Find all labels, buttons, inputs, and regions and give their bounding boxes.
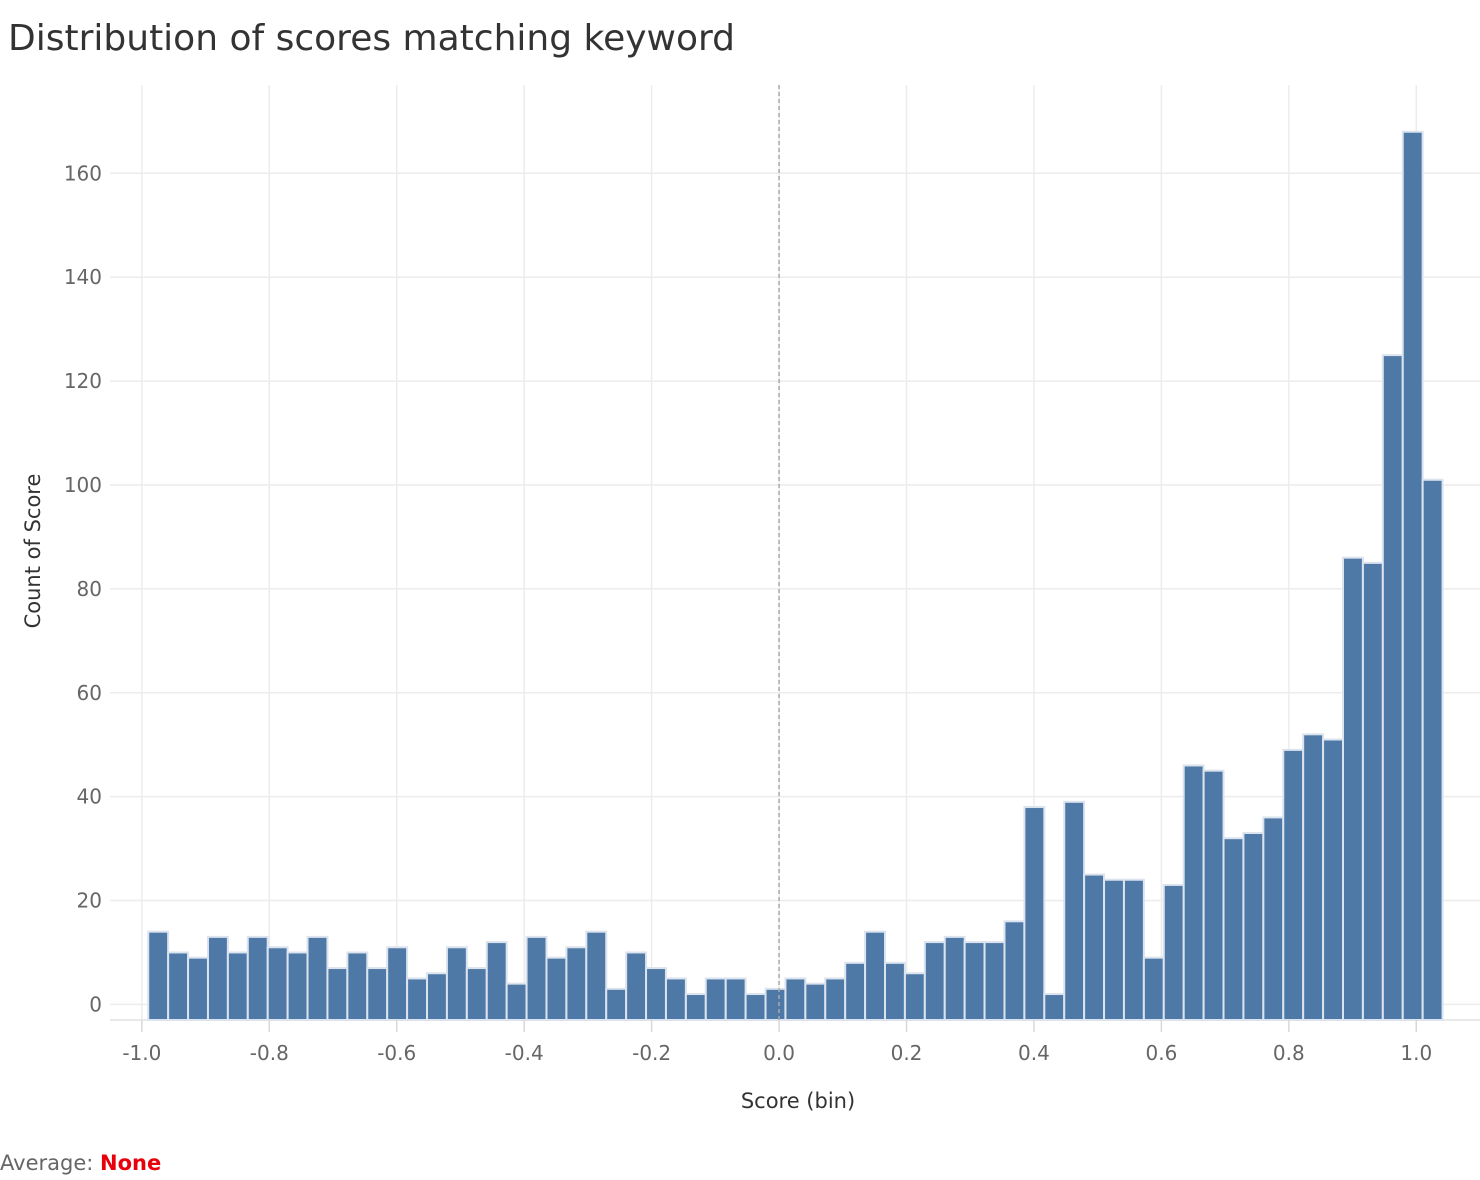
y-tick-label: 0	[89, 992, 102, 1016]
histogram-bar	[465, 967, 488, 1021]
histogram-bar	[903, 972, 926, 1021]
histogram-bar	[1262, 816, 1285, 1022]
histogram-bar	[386, 946, 409, 1021]
y-axis-ticks: 0 20 40 60 80 100 120 140 160	[64, 161, 102, 1016]
histogram-bar	[167, 951, 190, 1022]
histogram-bar	[605, 987, 628, 1021]
histogram-bar	[744, 993, 767, 1021]
histogram-bar	[664, 977, 687, 1022]
histogram-bar	[206, 935, 229, 1022]
histogram-bar	[1003, 920, 1026, 1021]
y-tick-label: 100	[64, 473, 102, 497]
histogram-bar	[226, 951, 249, 1022]
histogram-bar	[545, 956, 568, 1022]
histogram-bar	[426, 972, 448, 1021]
histogram-bar	[684, 993, 707, 1021]
histogram-bar	[943, 935, 966, 1022]
histogram-bar	[1083, 873, 1106, 1021]
histogram-bar	[963, 941, 986, 1021]
x-tick-label: -0.4	[505, 1041, 544, 1065]
y-tick-label: 40	[77, 785, 102, 809]
histogram-bar	[724, 977, 747, 1022]
histogram-bar	[406, 977, 429, 1022]
histogram-bar	[1202, 769, 1225, 1022]
histogram-bar	[824, 977, 847, 1022]
histogram-bar	[326, 967, 349, 1021]
histogram-bar	[147, 930, 170, 1022]
x-tick-label: 0.0	[763, 1041, 795, 1065]
histogram-bar	[346, 951, 369, 1022]
y-tick-label: 60	[77, 681, 102, 705]
histogram-bar	[844, 961, 867, 1021]
average-label: Average:	[0, 1151, 100, 1175]
histogram-bar	[923, 941, 946, 1021]
histogram-bar	[1023, 806, 1046, 1021]
y-tick-label: 20	[77, 889, 102, 913]
histogram-bar	[704, 977, 727, 1022]
histogram-bar	[1381, 354, 1404, 1022]
histogram-bar	[565, 946, 588, 1021]
x-tick-label: 0.2	[891, 1041, 923, 1065]
average-summary: Average: None	[0, 1151, 161, 1175]
y-tick-label: 80	[77, 577, 102, 601]
x-axis-ticks: -1.0 -0.8 -0.6 -0.4 -0.2 0.0 0.2 0.4 0.6 0.8 1.0	[122, 1020, 1432, 1065]
histogram-bar	[266, 946, 289, 1021]
histogram-bar	[1361, 561, 1384, 1022]
y-tick-label: 120	[64, 369, 102, 393]
histogram-bar	[983, 941, 1006, 1021]
histogram-bar	[585, 930, 608, 1022]
histogram-bar	[645, 967, 667, 1021]
average-value: None	[100, 1151, 162, 1175]
histogram-chart: -1.0 -0.8 -0.6 -0.4 -0.2 0.0 0.2 0.4 0.6 0.8 1.0 0…	[21, 85, 1480, 1113]
histogram-bar	[1242, 832, 1265, 1021]
histogram-bar	[1302, 733, 1325, 1021]
histogram-bar	[884, 961, 906, 1021]
histogram-bar	[485, 941, 508, 1021]
histogram-bar	[505, 982, 528, 1022]
histogram-bar	[306, 935, 329, 1022]
x-tick-label: 0.4	[1018, 1041, 1050, 1065]
histogram-bar	[187, 956, 209, 1022]
histogram-bar	[864, 930, 887, 1022]
histogram-bar	[764, 987, 787, 1021]
y-axis-title: Count of Score	[21, 474, 45, 629]
histogram-bar	[804, 982, 827, 1022]
histogram-bar	[286, 951, 309, 1022]
histogram-bar	[445, 946, 468, 1021]
histogram-bar	[625, 951, 648, 1022]
histogram-bar	[1162, 883, 1185, 1022]
histogram-bar	[784, 977, 807, 1022]
histogram-bar	[1282, 748, 1305, 1022]
x-tick-label: 0.8	[1273, 1041, 1305, 1065]
histogram-bar	[246, 935, 269, 1022]
x-tick-label: 0.6	[1145, 1041, 1177, 1065]
y-tick-label: 140	[64, 265, 102, 289]
histogram-bar	[1142, 956, 1165, 1022]
histogram-bar	[1322, 738, 1344, 1021]
histogram-bar	[1063, 800, 1086, 1021]
histogram-bar	[366, 967, 389, 1021]
histogram-bar	[1122, 878, 1145, 1021]
x-tick-label: -0.2	[632, 1041, 671, 1065]
x-tick-label: -0.6	[377, 1041, 416, 1065]
histogram-bar	[1401, 130, 1424, 1021]
x-tick-label: -1.0	[122, 1041, 161, 1065]
histogram-bar	[1222, 837, 1245, 1022]
histogram-bars	[147, 130, 1444, 1022]
chart-title: Distribution of scores matching keyword	[8, 18, 736, 59]
x-axis-title: Score (bin)	[741, 1089, 855, 1113]
histogram-bar	[1043, 993, 1066, 1021]
histogram-bar	[525, 935, 548, 1022]
histogram-bar	[1421, 478, 1444, 1021]
histogram-bar	[1103, 878, 1125, 1021]
x-tick-label: 1.0	[1400, 1041, 1432, 1065]
histogram-bar	[1342, 556, 1364, 1021]
histogram-bar	[1182, 764, 1205, 1021]
y-tick-label: 160	[64, 161, 102, 185]
x-tick-label: -0.8	[250, 1041, 289, 1065]
